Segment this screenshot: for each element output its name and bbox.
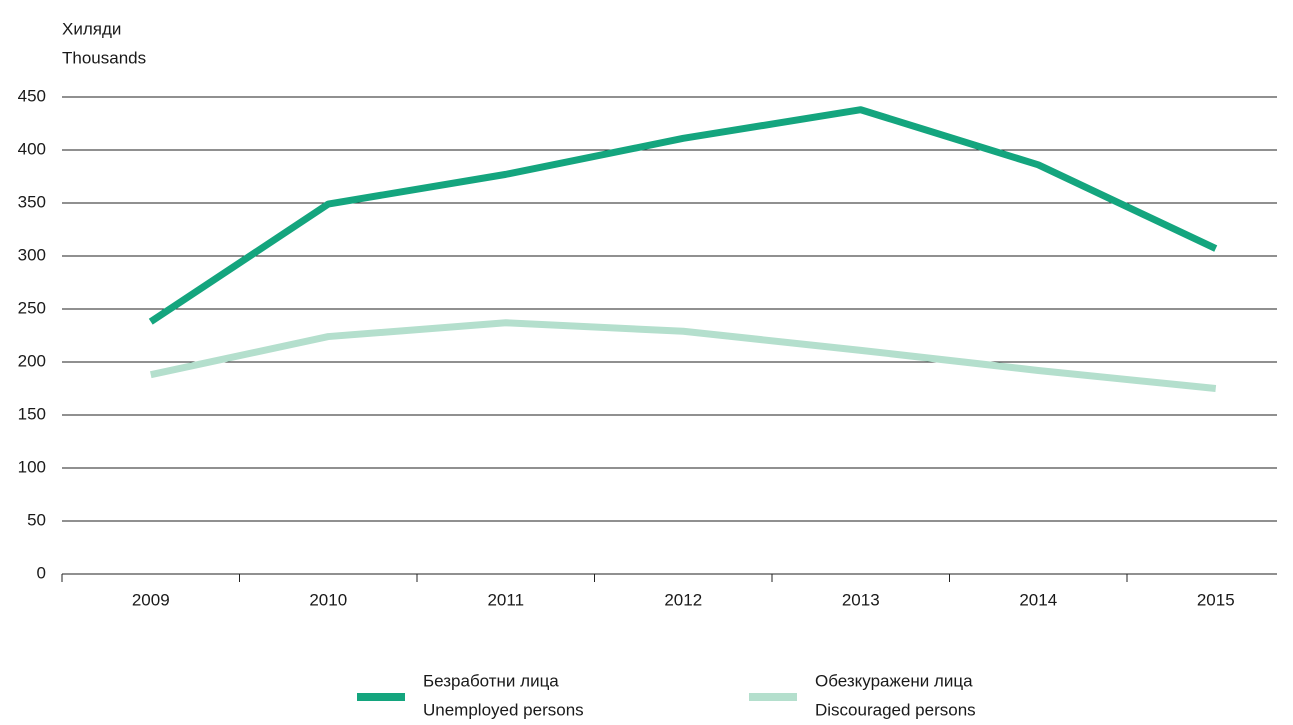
- x-tick-label: 2010: [309, 590, 347, 609]
- y-tick-label: 400: [18, 139, 46, 158]
- x-tick-label: 2014: [1019, 590, 1057, 609]
- y-tick-label: 100: [18, 457, 46, 476]
- axis-title: Хиляди: [62, 19, 121, 38]
- legend-label: Безработни лица: [423, 671, 559, 690]
- x-tick-label: 2012: [664, 590, 702, 609]
- legend-label: Unemployed persons: [423, 700, 584, 719]
- y-tick-label: 350: [18, 192, 46, 211]
- y-tick-label: 0: [37, 563, 46, 582]
- legend-label: Discouraged persons: [815, 700, 976, 719]
- y-tick-label: 250: [18, 298, 46, 317]
- x-tick-label: 2015: [1197, 590, 1235, 609]
- legend-label: Обезкуражени лица: [815, 671, 973, 690]
- axis-title: Thousands: [62, 48, 146, 67]
- y-tick-label: 450: [18, 86, 46, 105]
- y-tick-label: 300: [18, 245, 46, 264]
- y-tick-label: 200: [18, 351, 46, 370]
- x-tick-label: 2013: [842, 590, 880, 609]
- y-tick-label: 50: [27, 510, 46, 529]
- series-line: [150, 319, 1217, 392]
- series-line: [148, 106, 1218, 325]
- x-tick-label: 2011: [487, 590, 524, 609]
- y-tick-label: 150: [18, 404, 46, 423]
- x-tick-label: 2009: [132, 590, 170, 609]
